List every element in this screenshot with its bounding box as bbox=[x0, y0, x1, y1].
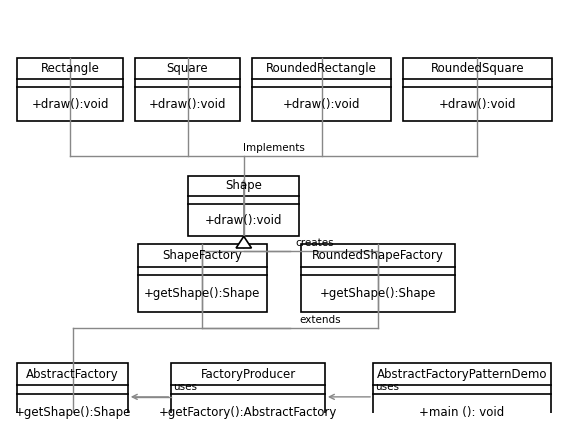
Text: uses: uses bbox=[375, 382, 399, 392]
Text: AbstractFactoryPatternDemo: AbstractFactoryPatternDemo bbox=[377, 368, 547, 381]
Text: RoundedSquare: RoundedSquare bbox=[431, 62, 524, 75]
Text: RoundedShapeFactory: RoundedShapeFactory bbox=[312, 249, 444, 262]
Bar bbox=[171, 363, 325, 422]
Text: +draw():void: +draw():void bbox=[283, 98, 360, 111]
Bar bbox=[17, 363, 128, 422]
Text: +draw():void: +draw():void bbox=[149, 98, 226, 111]
Text: Rectangle: Rectangle bbox=[41, 62, 100, 75]
Text: +getShape():Shape: +getShape():Shape bbox=[14, 406, 131, 419]
Text: AbstractFactory: AbstractFactory bbox=[26, 368, 119, 381]
Bar bbox=[301, 244, 455, 312]
Bar bbox=[403, 58, 552, 122]
Text: +draw():void: +draw():void bbox=[439, 98, 516, 111]
Text: Shape: Shape bbox=[225, 179, 262, 192]
Text: ShapeFactory: ShapeFactory bbox=[163, 249, 242, 262]
Bar bbox=[135, 58, 241, 122]
Text: +getShape():Shape: +getShape():Shape bbox=[320, 287, 436, 300]
Text: +main (): void: +main (): void bbox=[419, 406, 505, 419]
Text: FactoryProducer: FactoryProducer bbox=[200, 368, 296, 381]
Text: RoundedRectangle: RoundedRectangle bbox=[266, 62, 377, 75]
Bar bbox=[188, 176, 299, 236]
Text: creates: creates bbox=[295, 238, 333, 248]
Bar bbox=[17, 58, 123, 122]
Bar bbox=[252, 58, 391, 122]
Text: +getShape():Shape: +getShape():Shape bbox=[144, 287, 261, 300]
Text: +getFactory():AbstractFactory: +getFactory():AbstractFactory bbox=[159, 406, 337, 419]
Bar bbox=[373, 363, 551, 422]
Bar bbox=[138, 244, 267, 312]
Text: Square: Square bbox=[167, 62, 208, 75]
Text: +draw():void: +draw():void bbox=[205, 214, 283, 227]
Text: extends: extends bbox=[300, 315, 341, 325]
Polygon shape bbox=[236, 236, 251, 248]
Text: +draw():void: +draw():void bbox=[31, 98, 109, 111]
Text: uses: uses bbox=[173, 382, 197, 392]
Text: Implements: Implements bbox=[243, 143, 305, 153]
